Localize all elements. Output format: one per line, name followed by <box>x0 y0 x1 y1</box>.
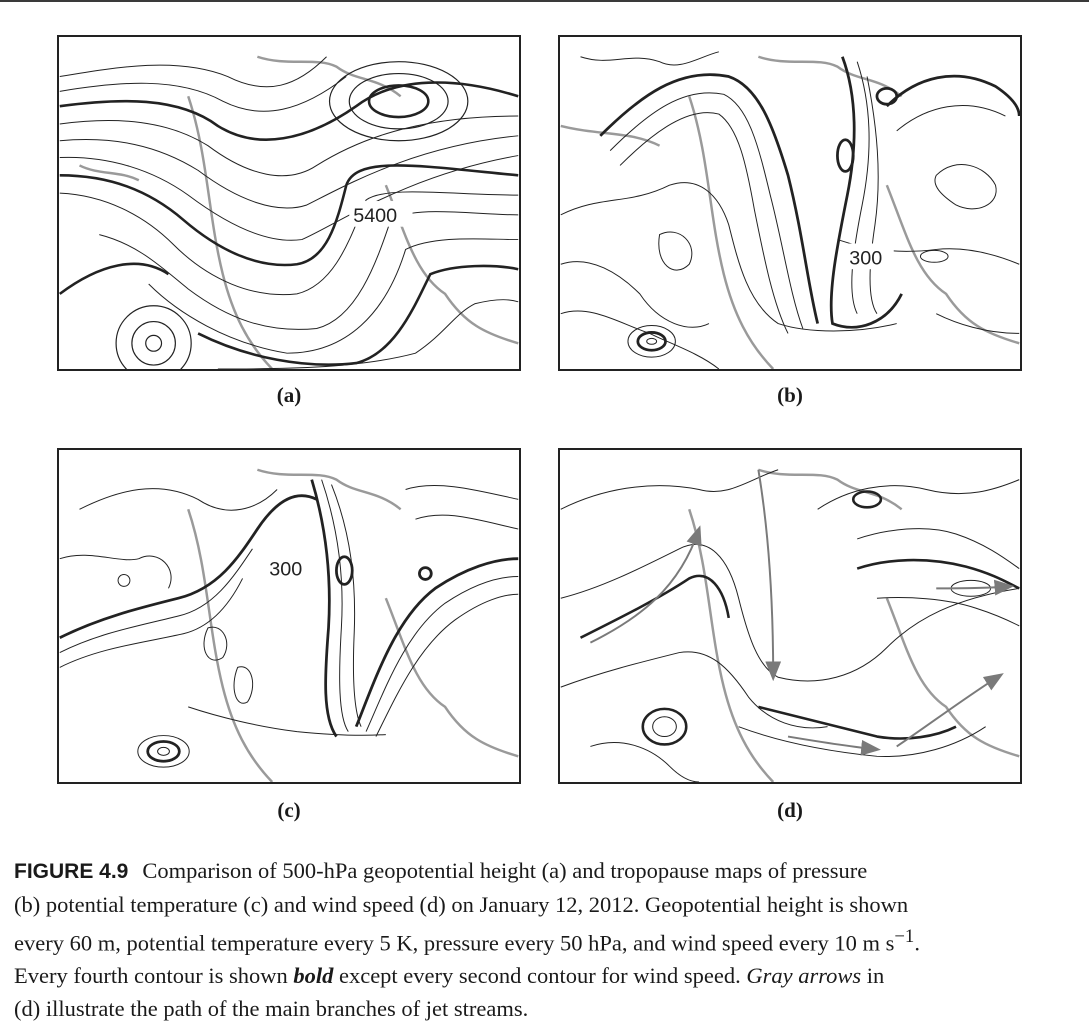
panel-label-c: (c) <box>277 798 301 822</box>
contour-label-b-bg <box>846 243 894 270</box>
wind-speed-contours-d <box>560 469 1020 782</box>
caption-line-3: every 60 m, potential temperature every … <box>14 926 920 956</box>
jet-arrow-1 <box>589 525 702 644</box>
closed-contours-c <box>117 555 433 768</box>
panel-b-tropopause-pressure-map: 300 <box>558 35 1022 371</box>
map-d-svg <box>560 468 1020 782</box>
jet-arrow-3 <box>787 735 881 756</box>
closed-contours-d <box>641 490 992 746</box>
low-center-contours-a <box>115 61 469 369</box>
map-c-svg: 300 <box>59 468 519 782</box>
figure-label: FIGURE 4.9 <box>14 860 129 883</box>
contour-label-a: 5400 <box>353 205 397 227</box>
caption-line-1: FIGURE 4.9 Comparison of 500-hPa geopoten… <box>14 858 868 883</box>
coastline-c <box>187 468 519 782</box>
jet-stream-arrows-d <box>589 469 1015 756</box>
jet-arrow-4 <box>896 673 1004 748</box>
contour-label-c: 300 <box>269 558 302 580</box>
caption-line-2: (b) potential temperature (c) and wind s… <box>14 891 909 917</box>
contour-label-c-bg <box>266 554 314 581</box>
panel-a-geopotential-height-map: 5400 <box>57 35 521 371</box>
map-a-svg: 5400 <box>59 55 519 369</box>
map-b-svg: 300 <box>560 51 1020 369</box>
pressure-contours-b <box>560 51 1020 369</box>
panel-label-d: (d) <box>777 798 803 822</box>
jet-arrow-5 <box>936 579 1015 596</box>
caption-line-5: (d) illustrate the path of the main bran… <box>14 995 529 1021</box>
contour-label-b: 300 <box>849 247 882 269</box>
caption-line-4: Every fourth contour is shown bold excep… <box>14 963 885 988</box>
coastline-b <box>560 55 1020 369</box>
coastline-d <box>688 468 1020 782</box>
temperature-contours-c <box>59 479 519 738</box>
panel-c-tropopause-potential-temperature-map: 300 <box>57 448 521 784</box>
height-contours-a <box>59 56 519 369</box>
figure-caption: FIGURE 4.9 Comparison of 500-hPa geopoten… <box>14 855 1072 1025</box>
coastline-a <box>78 55 519 369</box>
contour-label-a-bg <box>349 201 413 227</box>
closed-contours-b <box>627 86 949 358</box>
panel-label-a: (a) <box>276 383 302 407</box>
jet-arrow-2 <box>757 469 782 682</box>
top-rule <box>0 0 1089 2</box>
panel-label-b: (b) <box>777 383 803 407</box>
panel-d-tropopause-wind-speed-map <box>558 448 1022 784</box>
